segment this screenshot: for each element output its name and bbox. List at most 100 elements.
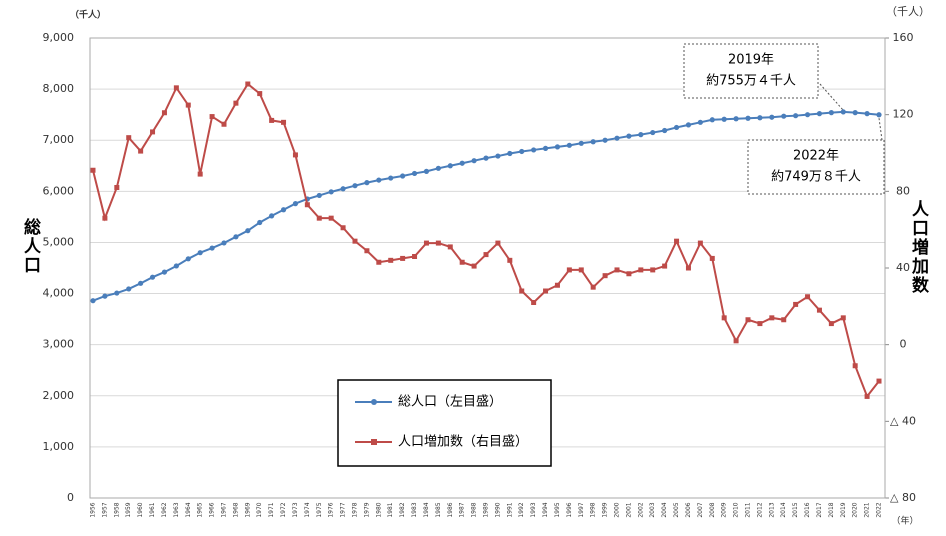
y-tick-label: 7,000 — [43, 133, 75, 146]
x-tick-label: 1973 — [292, 502, 299, 517]
x-tick-label: 1960 — [137, 502, 144, 517]
y2-tick-label: 40 — [896, 261, 910, 274]
data-point — [197, 171, 203, 177]
x-tick-label: 1966 — [209, 502, 216, 517]
data-point — [602, 273, 608, 279]
x-tick-label: 2005 — [673, 502, 680, 517]
legend-label: 人口増加数（右目盛） — [398, 435, 528, 450]
data-point — [376, 259, 382, 265]
data-point — [138, 280, 144, 286]
y2-tick-label: 80 — [896, 184, 910, 197]
legend-label: 総人口（左目盛） — [398, 395, 502, 410]
data-point — [566, 267, 572, 273]
x-tick-label: 2017 — [816, 502, 823, 517]
x-tick-label: 1985 — [435, 502, 442, 517]
x-tick-label: 2000 — [614, 502, 621, 517]
x-tick-label: 2012 — [756, 502, 763, 517]
x-tick-label: 2003 — [649, 502, 656, 517]
annotation-text: 2019年 — [728, 53, 774, 68]
y-tick-label: 4,000 — [43, 287, 75, 300]
data-point — [554, 282, 560, 288]
data-point — [185, 256, 191, 262]
x-tick-label: 2019 — [840, 502, 847, 517]
y-tick-label: 5,000 — [43, 235, 75, 248]
y-axis-title: 総人口 — [20, 217, 41, 275]
x-tick-label: 1972 — [280, 502, 287, 517]
data-point — [364, 248, 370, 254]
data-point — [519, 288, 525, 294]
data-point — [483, 252, 489, 258]
y-tick-label: 9,000 — [43, 31, 75, 44]
data-point — [793, 301, 799, 307]
data-point — [674, 238, 680, 244]
data-point — [662, 263, 668, 269]
x-tick-label: 1964 — [185, 502, 192, 517]
data-point — [781, 113, 787, 119]
x-tick-label: 2008 — [709, 502, 716, 517]
x-tick-label: 1982 — [399, 502, 406, 517]
data-point — [745, 317, 751, 323]
data-point — [269, 117, 275, 123]
data-point — [804, 112, 811, 118]
data-point — [816, 307, 822, 313]
data-point — [459, 259, 465, 265]
y2-unit: （千人） — [886, 5, 930, 18]
data-point — [650, 129, 656, 136]
y-tick-label: 6,000 — [43, 184, 75, 197]
data-point — [292, 152, 298, 158]
x-tick-label: 1995 — [554, 502, 561, 517]
legend-marker — [371, 439, 377, 445]
x-tick-label: 1988 — [471, 502, 478, 517]
data-point — [638, 267, 644, 273]
data-point — [721, 116, 727, 122]
x-tick-label: 1968 — [232, 502, 239, 517]
data-point — [173, 85, 179, 91]
data-point — [435, 240, 441, 246]
data-point — [733, 338, 739, 344]
data-point — [614, 135, 620, 141]
data-point — [662, 127, 668, 134]
x-tick-label: 1996 — [566, 502, 573, 517]
data-point — [495, 240, 501, 246]
data-point — [757, 115, 763, 121]
x-tick-label: 1965 — [197, 502, 204, 517]
y2-tick-label: △ 40 — [890, 414, 916, 427]
data-point — [733, 116, 739, 122]
data-point — [352, 183, 358, 189]
annotation-leader — [819, 83, 844, 111]
x-tick-label: 1994 — [542, 502, 549, 517]
data-point — [209, 114, 215, 120]
data-point — [495, 153, 501, 159]
y-tick-label: 8,000 — [43, 82, 75, 95]
x-tick-label: 2020 — [852, 502, 859, 517]
data-point — [709, 117, 715, 123]
x-tick-label: 2021 — [864, 502, 871, 517]
data-point — [626, 133, 632, 139]
x-tick-label: 1980 — [375, 502, 382, 517]
annotation-text: 約755万４千人 — [706, 74, 796, 89]
data-point — [90, 167, 96, 173]
x-tick-label: 2022 — [876, 502, 883, 517]
x-tick-label: 1999 — [602, 502, 609, 517]
x-tick-label: 2010 — [733, 502, 740, 517]
data-point — [447, 244, 453, 250]
y-unit: （千人） — [70, 9, 106, 21]
data-point — [542, 145, 549, 151]
data-point — [638, 132, 644, 138]
y2-axis-title: 人口増加数 — [908, 200, 930, 295]
data-point — [340, 186, 346, 192]
data-point — [531, 147, 537, 153]
data-point — [590, 284, 596, 290]
x-tick-label: 1990 — [494, 502, 501, 517]
x-tick-label: 2006 — [685, 502, 692, 517]
annotation-leader — [878, 117, 883, 141]
data-point — [805, 294, 811, 300]
data-point — [876, 378, 882, 384]
data-point — [400, 173, 406, 179]
data-point — [757, 321, 763, 327]
x-tick-label: 1981 — [387, 502, 394, 517]
data-point — [685, 265, 691, 271]
x-tick-label: 2007 — [697, 502, 704, 517]
data-point — [316, 192, 322, 199]
